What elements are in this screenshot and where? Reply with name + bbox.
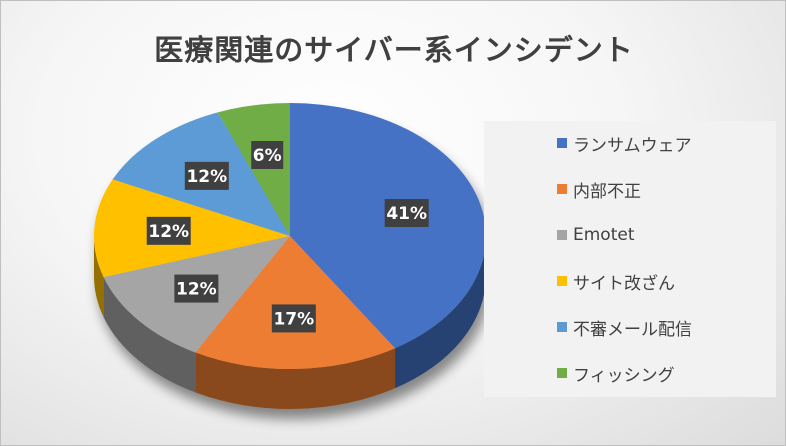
data-label-box (271, 304, 316, 333)
pie-slice-5 (217, 103, 290, 236)
data-label-box (184, 161, 229, 190)
pie-body (94, 103, 487, 410)
data-label-box (251, 141, 284, 170)
data-label-0: 41% (384, 198, 429, 227)
slice-side-0 (395, 236, 486, 389)
data-label-text: 12% (148, 222, 189, 242)
data-label-box (174, 274, 219, 303)
legend-item: ランサムウェア (484, 131, 692, 156)
slice-side-3 (94, 236, 104, 318)
legend-item: 内部不正 (484, 177, 641, 202)
data-label-1: 17% (271, 304, 316, 333)
slice-side-2 (103, 277, 196, 393)
data-label-text: 41% (386, 204, 427, 224)
legend-label: 不審メール配信 (573, 319, 692, 340)
data-label-box (384, 198, 429, 227)
data-label-2: 12% (174, 274, 219, 303)
legend-label: フィッシング (573, 365, 675, 386)
legend-item: フィッシング (484, 361, 675, 386)
data-label-text: 17% (273, 309, 314, 329)
data-label-text: 12% (186, 167, 227, 187)
legend-swatch (557, 322, 567, 332)
data-label-5: 6% (251, 141, 284, 170)
legend-item: 不審メール配信 (484, 315, 692, 340)
legend-item: Emotet (484, 223, 635, 247)
data-label-4: 12% (184, 161, 229, 190)
data-label-box (146, 216, 191, 245)
legend-label: ランサムウェア (573, 135, 692, 156)
pie-slice-1 (195, 236, 396, 370)
legend-label: 内部不正 (573, 181, 641, 202)
legend-label: サイト改ざん (573, 273, 675, 294)
chart-title: 医療関連のサイバー系インシデント (154, 33, 634, 67)
legend-label: Emotet (573, 225, 635, 245)
data-label-text: 12% (176, 280, 217, 300)
data-label-text: 6% (253, 146, 282, 166)
pie-slice-3 (94, 179, 290, 278)
slice-side-1 (195, 348, 396, 410)
legend-swatch (557, 184, 567, 194)
legend-item: サイト改ざん (484, 269, 675, 294)
data-label-3: 12% (146, 216, 191, 245)
legend-swatch (557, 276, 567, 286)
legend-swatch (557, 368, 567, 378)
legend-swatch (557, 230, 567, 240)
legend: ランサムウェア 内部不正 Emotet サイト改ざん 不審メール配信 フィッシング (484, 121, 776, 397)
legend-swatch (557, 138, 567, 148)
